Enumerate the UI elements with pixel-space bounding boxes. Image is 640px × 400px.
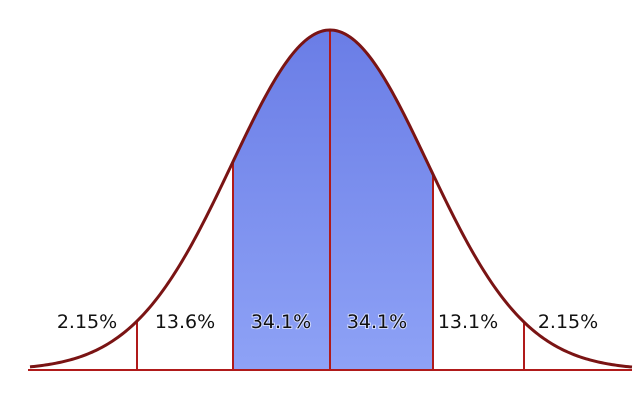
shaded-center-area [233,30,433,371]
region-label-right-tail: 2.15% [538,311,598,333]
sigma-dividers [136,30,525,370]
region-label-right-1sd: 34.1% [347,311,407,333]
region-labels: 2.15% 13.6% 34.1% 34.1% 13.1% 2.15% [55,310,599,335]
region-label-left-2sd: 13.6% [155,311,215,333]
bell-curve [29,28,633,369]
region-label-right-2sd: 13.1% [438,311,498,333]
region-label-left-1sd: 34.1% [251,311,311,333]
region-label-left-tail: 2.15% [57,311,117,333]
